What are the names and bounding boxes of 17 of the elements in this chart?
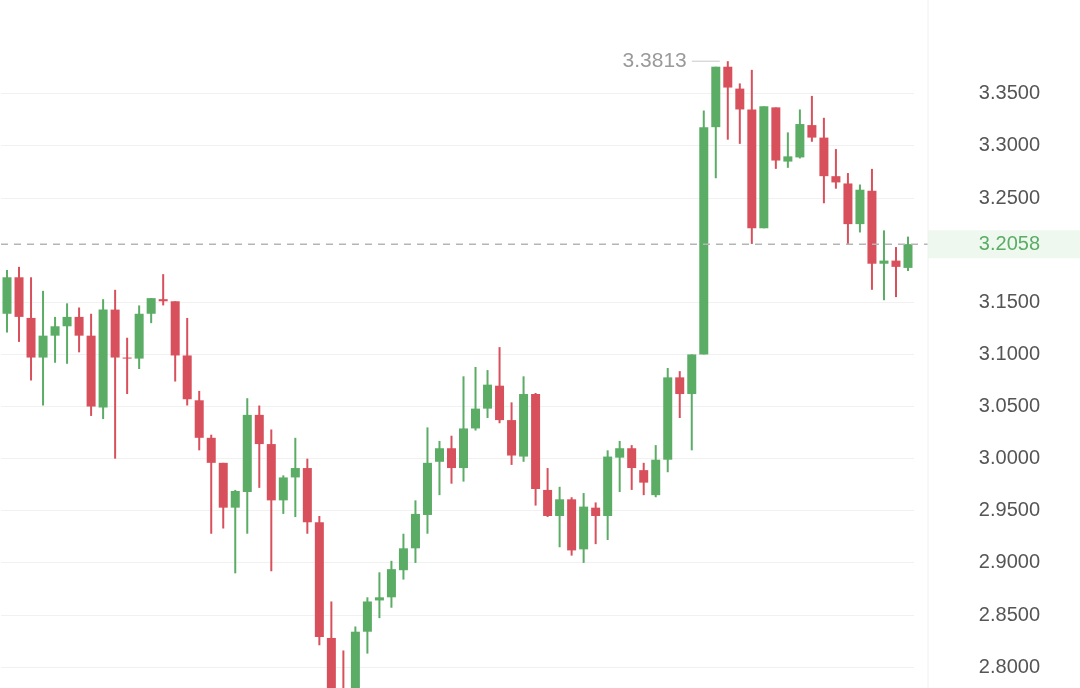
y-tick-label: 2.8000 [978,654,1040,677]
candlestick [374,572,384,619]
y-tick-label: 3.0500 [978,394,1040,417]
y-tick-label: 3.2500 [978,185,1040,208]
annotation: 3.3813 [622,47,687,71]
y-tick-label: 2.9500 [978,498,1040,521]
y-tick-label: 3.1000 [978,341,1040,364]
candlestick [879,230,889,301]
y-tick-label: 3.3500 [978,81,1040,104]
y-tick-label: 3.3000 [978,133,1040,156]
candlestick [122,337,132,395]
y-tick-label: 2.9000 [978,550,1040,573]
ref-line-label: 3.2058 [978,231,1040,254]
y-tick-label: 2.8500 [978,602,1040,625]
y-tick-label: 3.0000 [978,446,1040,469]
candlestick [158,274,168,306]
y-tick-label: 3.1500 [978,289,1040,312]
